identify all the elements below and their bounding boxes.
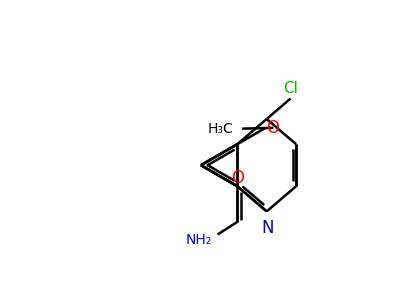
Text: Cl: Cl	[283, 81, 298, 96]
Text: N: N	[262, 219, 274, 237]
Text: H₃C: H₃C	[207, 122, 233, 136]
Text: O: O	[231, 169, 244, 188]
Text: NH₂: NH₂	[186, 233, 212, 247]
Text: O: O	[267, 119, 280, 137]
